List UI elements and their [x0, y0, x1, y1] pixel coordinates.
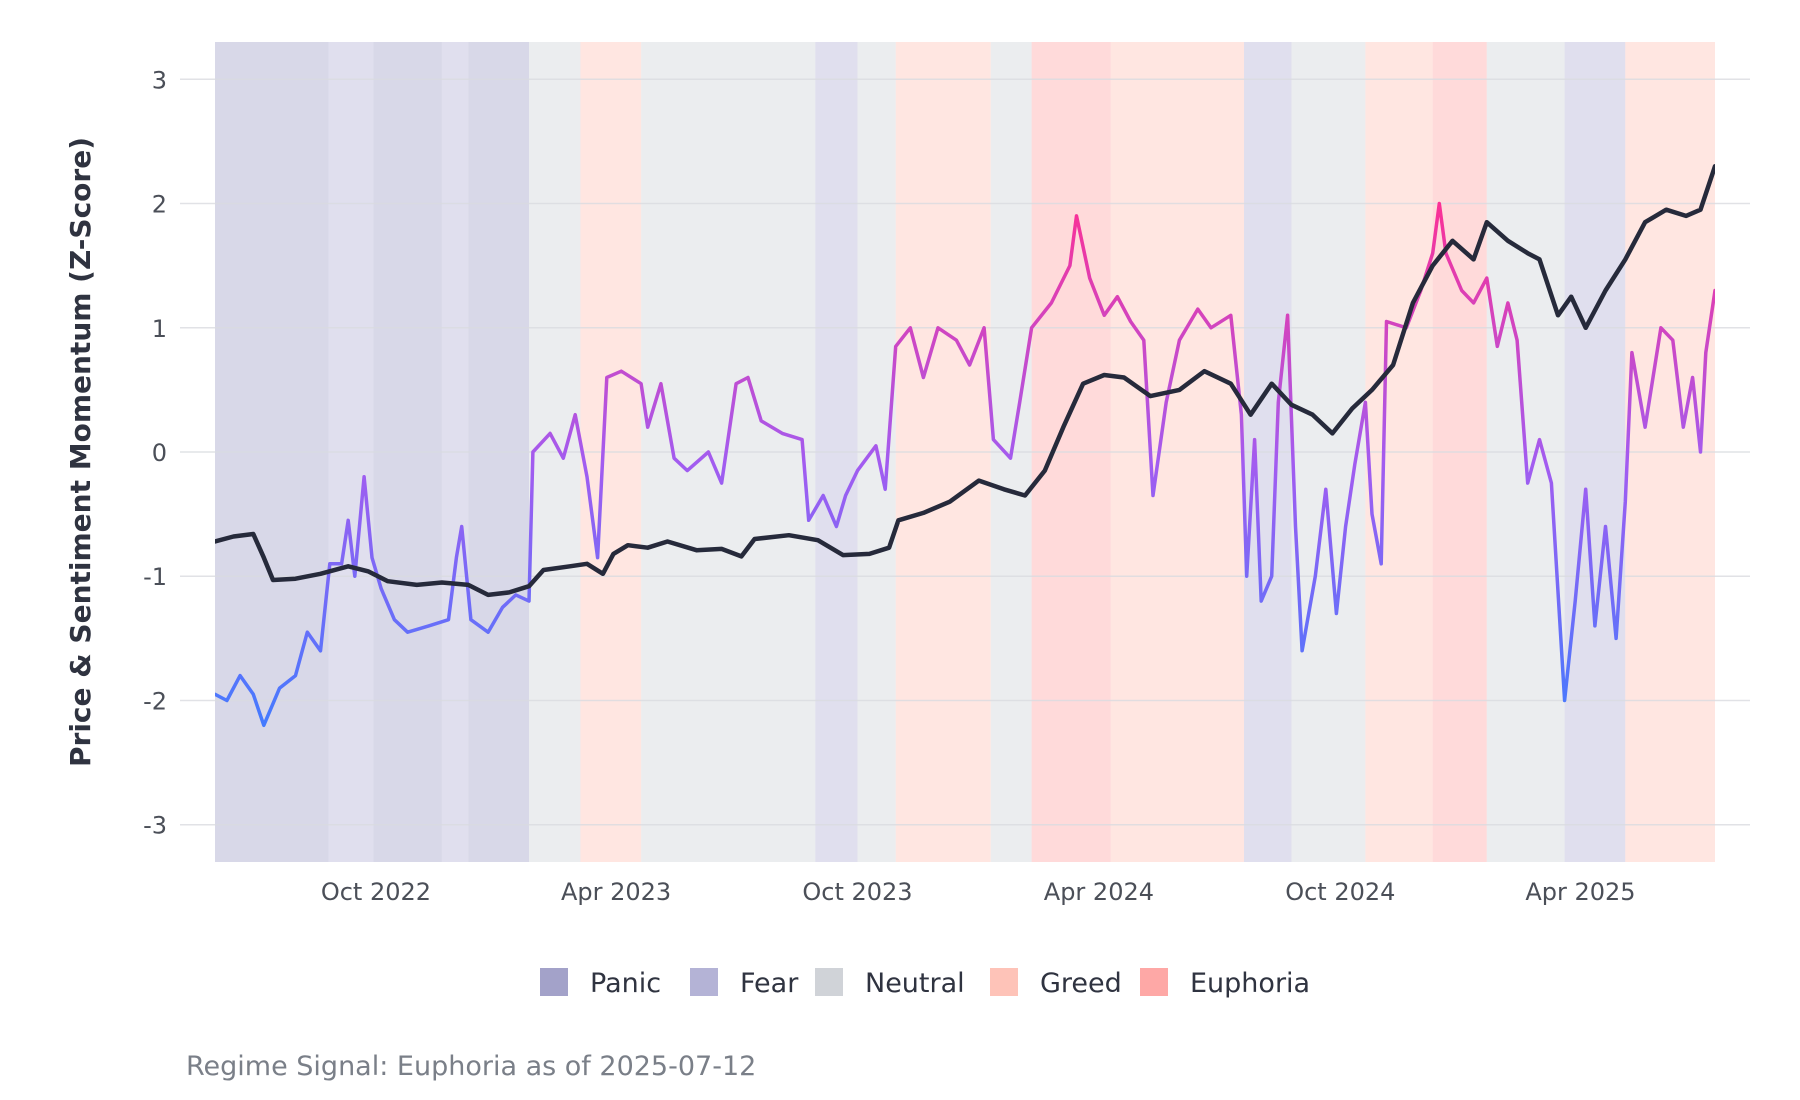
legend-item-greed: Greed	[990, 968, 1122, 999]
y-tick-label: -1	[143, 563, 167, 591]
y-axis-ticks: -3 -2 -1 0 1 2 3	[143, 66, 167, 839]
legend-item-panic: Panic	[540, 968, 661, 999]
y-tick-label: -3	[143, 812, 167, 840]
x-tick-label: Oct 2024	[1285, 878, 1395, 906]
x-tick-label: Apr 2024	[1044, 878, 1154, 906]
y-tick-label: 3	[152, 66, 167, 94]
x-tick-label: Apr 2023	[561, 878, 671, 906]
legend-label: Greed	[1040, 968, 1122, 999]
y-tick-label: 1	[152, 315, 167, 343]
price-line	[215, 163, 1715, 598]
legend-label: Panic	[590, 968, 661, 999]
sentiment-line	[215, 201, 1715, 728]
x-tick-label: Oct 2022	[321, 878, 431, 906]
legend-item-euphoria: Euphoria	[1140, 968, 1310, 999]
legend-item-fear: Fear	[690, 968, 799, 999]
y-tick-label: 2	[152, 191, 167, 219]
legend-item-neutral: Neutral	[815, 968, 965, 999]
series-lines	[215, 163, 1715, 728]
x-tick-label: Oct 2023	[802, 878, 912, 906]
legend-swatch	[815, 968, 843, 996]
y-tick-label: -2	[143, 687, 167, 715]
legend-label: Euphoria	[1190, 968, 1310, 999]
legend-swatch	[1140, 968, 1168, 996]
x-axis-ticks: Oct 2022 Apr 2023 Oct 2023 Apr 2024 Oct 2024…	[321, 878, 1636, 906]
legend-label: Fear	[740, 968, 799, 999]
caption: Regime Signal: Euphoria as of 2025-07-12	[186, 1051, 756, 1082]
y-axis-label: Price & Sentiment Momentum (Z-Score)	[64, 137, 97, 767]
x-tick-label: Apr 2025	[1525, 878, 1635, 906]
legend-swatch	[540, 968, 568, 996]
grid-lines	[180, 78, 1750, 826]
y-tick-label: 0	[152, 439, 167, 467]
legend: Panic Fear Neutral Greed Euphoria	[540, 968, 1310, 999]
legend-swatch	[690, 968, 718, 996]
legend-swatch	[990, 968, 1018, 996]
legend-label: Neutral	[865, 968, 965, 999]
